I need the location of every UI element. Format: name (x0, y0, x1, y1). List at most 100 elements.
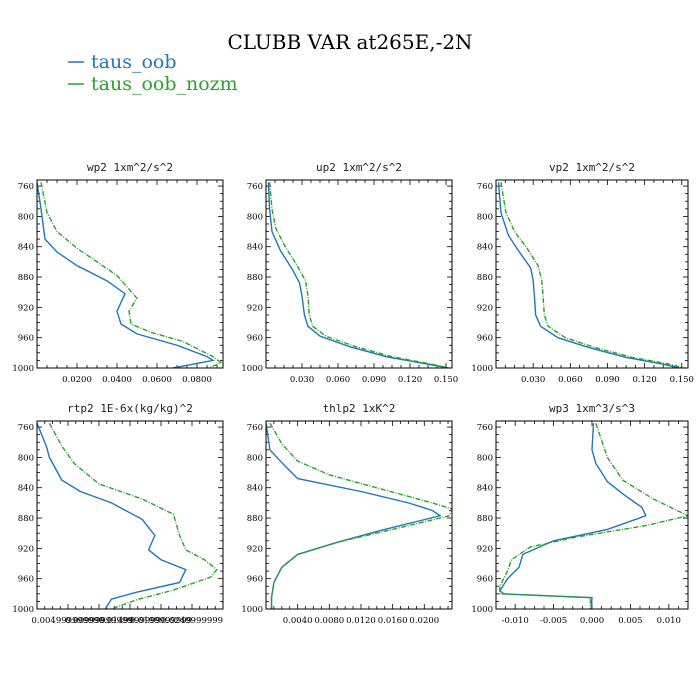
series-line-taus-oob (497, 182, 680, 368)
x-tick-label: -0.005 (540, 616, 567, 626)
panel-title: wp3 1xm^3/s^3 (549, 402, 635, 415)
series-line-taus-oob-nozm (48, 422, 218, 609)
panel-title: wp2 1xm^2/s^2 (87, 161, 173, 174)
y-tick-label: 1000 (12, 605, 34, 615)
x-tick-label: 0.010 (657, 616, 681, 626)
x-tick-label: 0.0200 (62, 375, 92, 385)
figure-title: CLUBB VAR at265E,-2N (227, 30, 472, 54)
series-line-taus-oob (37, 182, 215, 368)
y-tick-label: 1000 (12, 364, 34, 374)
y-tick-label: 840 (477, 484, 493, 494)
y-tick-label: 960 (477, 334, 493, 344)
x-tick-label: 0.150 (434, 375, 458, 385)
panel-grid: wp2 1xm^2/s^2 760 800 840 880 920 960 1000 0.020… (12, 161, 694, 626)
y-tick-label: 960 (18, 575, 34, 585)
series-line-taus-oob-nozm (40, 182, 223, 368)
x-tick-label: 0.090 (362, 375, 386, 385)
y-tick-label: 760 (247, 182, 263, 192)
x-tick-label: 0.005 (618, 616, 642, 626)
panel-1: wp2 1xm^2/s^2 760 800 840 880 920 960 1000 0.020… (12, 161, 224, 385)
panel-6: wp3 1xm^3/s^3 760 800 840 880 920 960 1000 -0.01… (471, 402, 689, 626)
y-tick-label: 880 (247, 273, 263, 283)
y-tick-label: 760 (477, 423, 493, 433)
panel-frame (36, 179, 224, 369)
x-tick-label: 0.0149999999 (99, 616, 161, 626)
y-tick-label: 760 (477, 182, 493, 192)
y-tick-label: 800 (247, 212, 263, 222)
y-tick-label: 960 (247, 334, 263, 344)
series-line-taus-oob-nozm (268, 182, 450, 368)
x-tick-label: -0.010 (502, 616, 529, 626)
y-tick-label: 1000 (241, 364, 263, 374)
series-line-taus-oob (266, 423, 442, 609)
y-tick-label: 920 (18, 544, 34, 554)
x-tick-label: 0.0800 (182, 375, 212, 385)
y-tick-label: 840 (477, 243, 493, 253)
y-tick-label: 1000 (471, 364, 493, 374)
x-tick-label: 0.060 (558, 375, 582, 385)
panel-frame (36, 420, 224, 610)
x-tick-label: 0.0160 (378, 616, 408, 626)
series-line-taus-oob (37, 423, 187, 609)
series-line-taus-oob-nozm (500, 182, 685, 368)
y-tick-label: 880 (18, 273, 34, 283)
panel-title: thlp2 1xK^2 (323, 402, 396, 415)
x-tick-label: 0.0199999999 (130, 616, 192, 626)
y-tick-label: 920 (477, 544, 493, 554)
legend-label-taus-oob: taus_oob (91, 51, 177, 73)
x-tick-label: 0.00999999999 (65, 616, 133, 626)
panel-4: rtp2 1E-6x(kg/kg)^2 760 800 840 880 920 960 100… (12, 402, 224, 626)
x-tick-label: 0.0400 (102, 375, 132, 385)
y-tick-label: 920 (18, 303, 34, 313)
y-tick-label: 960 (477, 575, 493, 585)
legend-label-taus-oob-nozm: taus_oob_nozm (91, 73, 238, 95)
y-tick-label: 800 (18, 453, 34, 463)
y-tick-label: 760 (247, 423, 263, 433)
x-tick-label: 0.004999999999 (31, 616, 104, 626)
panel-title: vp2 1xm^2/s^2 (549, 161, 635, 174)
panel-frame (265, 179, 453, 369)
y-tick-label: 920 (477, 303, 493, 313)
y-tick-label: 840 (247, 243, 263, 253)
x-tick-label: 0.0249999999 (161, 616, 223, 626)
x-tick-label: 0.0200 (409, 616, 439, 626)
y-tick-label: 760 (18, 423, 34, 433)
x-tick-label: 0.120 (398, 375, 422, 385)
y-tick-label: 880 (477, 514, 493, 524)
panel-frame (495, 420, 689, 610)
x-tick-label: 0.090 (595, 375, 619, 385)
y-tick-label: 960 (18, 334, 34, 344)
series-line-taus-oob-nozm (269, 422, 452, 609)
x-tick-label: 0.120 (632, 375, 656, 385)
y-tick-label: 760 (18, 182, 34, 192)
x-tick-label: 0.030 (521, 375, 545, 385)
panel-frame (265, 420, 453, 610)
figure-legend: taus_oob taus_oob_nozm (68, 51, 238, 95)
x-tick-label: 0.0120 (346, 616, 376, 626)
series-line-taus-oob (267, 182, 449, 368)
y-tick-label: 800 (247, 453, 263, 463)
x-tick-label: 0.030 (290, 375, 314, 385)
y-tick-label: 840 (18, 243, 34, 253)
y-tick-label: 880 (18, 514, 34, 524)
y-tick-label: 880 (477, 273, 493, 283)
panel-title: rtp2 1E-6x(kg/kg)^2 (67, 402, 193, 415)
panel-2: up2 1xm^2/s^2 760 800 840 880 920 960 1000 0.030… (241, 161, 458, 385)
y-tick-label: 1000 (241, 605, 263, 615)
x-tick-label: 0.150 (670, 375, 694, 385)
y-tick-label: 960 (247, 575, 263, 585)
x-tick-label: 0.0040 (283, 616, 313, 626)
panel-3: vp2 1xm^2/s^2 760 800 840 880 920 960 1000 0.030… (471, 161, 694, 385)
x-tick-label: 0.0080 (314, 616, 344, 626)
panel-title: up2 1xm^2/s^2 (316, 161, 402, 174)
y-tick-label: 800 (477, 453, 493, 463)
y-tick-label: 840 (247, 484, 263, 494)
x-tick-label: 0.000 (580, 616, 604, 626)
series-line-taus-oob-nozm (499, 423, 688, 609)
y-tick-label: 840 (18, 484, 34, 494)
panel-frame (495, 179, 689, 369)
y-tick-label: 1000 (471, 605, 493, 615)
x-tick-label: 0.060 (326, 375, 350, 385)
